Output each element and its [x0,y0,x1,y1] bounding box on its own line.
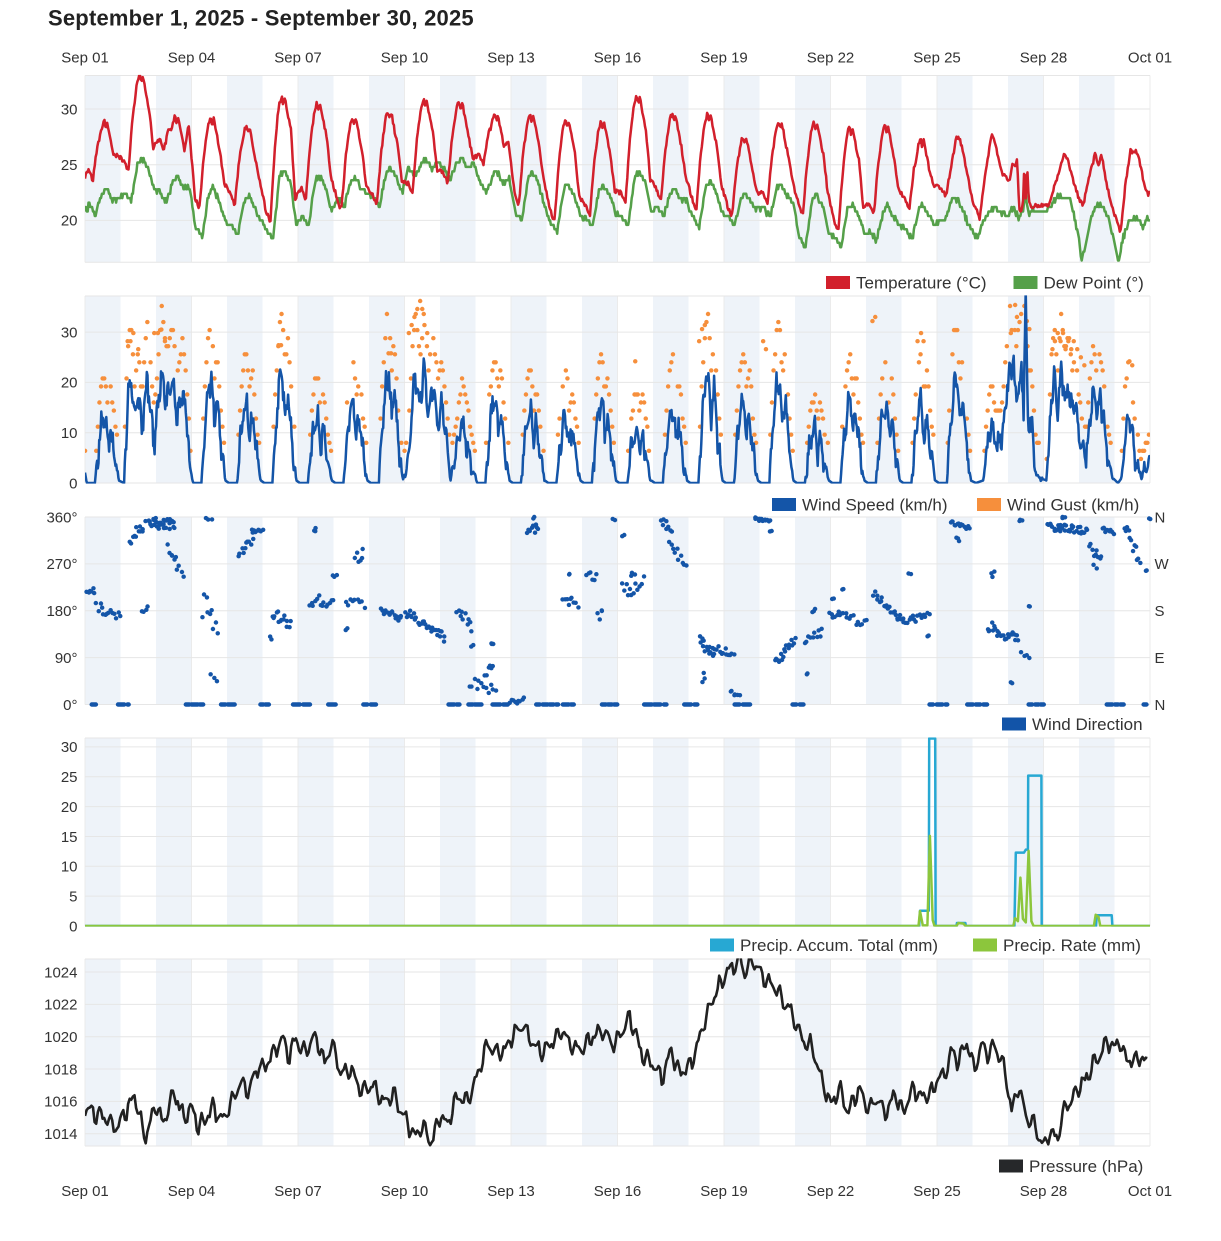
svg-text:1022: 1022 [44,997,77,1014]
svg-text:20: 20 [61,213,78,230]
svg-text:Sep 25: Sep 25 [913,50,961,67]
svg-text:1024: 1024 [44,964,77,981]
svg-text:September 1, 2025 - September: September 1, 2025 - September 30, 2025 [48,6,474,31]
svg-text:Oct 01: Oct 01 [1128,1183,1172,1200]
svg-text:20: 20 [61,799,78,816]
svg-text:Sep 01: Sep 01 [61,50,109,67]
svg-text:Sep 07: Sep 07 [274,1183,322,1200]
svg-text:25: 25 [61,769,78,786]
svg-text:Pressure (hPa): Pressure (hPa) [1029,1157,1143,1176]
svg-text:10: 10 [61,859,78,876]
svg-text:W: W [1155,556,1170,573]
svg-text:Precip. Accum. Total (mm): Precip. Accum. Total (mm) [740,936,938,955]
svg-text:Sep 16: Sep 16 [594,50,642,67]
svg-text:0°: 0° [63,697,77,714]
svg-text:Sep 22: Sep 22 [807,1183,855,1200]
svg-text:Sep 28: Sep 28 [1020,50,1068,67]
svg-text:Sep 19: Sep 19 [700,1183,748,1200]
svg-text:Sep 04: Sep 04 [168,1183,216,1200]
svg-text:30: 30 [61,739,78,756]
svg-text:180°: 180° [46,603,77,620]
svg-text:1018: 1018 [44,1061,77,1078]
svg-text:1014: 1014 [44,1126,77,1143]
svg-text:Sep 13: Sep 13 [487,50,535,67]
svg-text:360°: 360° [46,509,77,526]
svg-text:Wind Direction: Wind Direction [1032,715,1143,734]
svg-text:N: N [1155,509,1166,526]
svg-text:270°: 270° [46,556,77,573]
svg-text:Sep 07: Sep 07 [274,50,322,67]
svg-text:Sep 01: Sep 01 [61,1183,109,1200]
svg-text:N: N [1155,697,1166,714]
svg-text:20: 20 [61,375,78,392]
svg-text:15: 15 [61,829,78,846]
svg-text:30: 30 [61,101,78,118]
svg-text:Precip. Rate (mm): Precip. Rate (mm) [1003,936,1141,955]
svg-text:0: 0 [69,918,77,935]
svg-text:Temperature (°C): Temperature (°C) [856,274,987,293]
svg-text:Sep 10: Sep 10 [381,50,429,67]
svg-text:1016: 1016 [44,1094,77,1111]
svg-text:Sep 25: Sep 25 [913,1183,961,1200]
svg-text:Sep 04: Sep 04 [168,50,216,67]
svg-text:10: 10 [61,425,78,442]
svg-text:Sep 22: Sep 22 [807,50,855,67]
svg-text:Sep 19: Sep 19 [700,50,748,67]
svg-text:Wind Gust (km/h): Wind Gust (km/h) [1007,496,1139,515]
svg-text:Dew Point (°): Dew Point (°) [1044,274,1144,293]
svg-text:5: 5 [69,888,77,905]
svg-text:Sep 28: Sep 28 [1020,1183,1068,1200]
svg-text:30: 30 [61,324,78,341]
svg-text:90°: 90° [55,650,78,667]
svg-text:Oct 01: Oct 01 [1128,50,1172,67]
svg-text:S: S [1155,603,1165,620]
svg-text:Sep 13: Sep 13 [487,1183,535,1200]
svg-text:Sep 16: Sep 16 [594,1183,642,1200]
svg-text:25: 25 [61,157,78,174]
svg-text:0: 0 [69,475,77,492]
svg-text:Wind Speed (km/h): Wind Speed (km/h) [802,496,948,515]
svg-text:1020: 1020 [44,1029,77,1046]
svg-text:E: E [1155,650,1165,667]
svg-text:Sep 10: Sep 10 [381,1183,429,1200]
